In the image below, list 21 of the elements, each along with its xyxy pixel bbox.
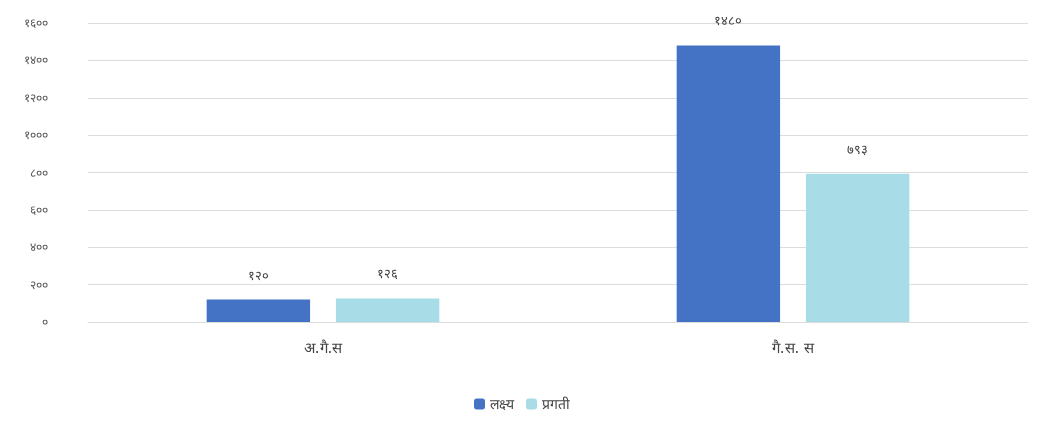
y-tick-label: ४०० [30,240,48,255]
legend-label: प्रगती [542,396,570,412]
y-tick-label: २०० [30,277,48,292]
x-tick-label: गै.स. स [771,338,816,357]
bar [335,298,440,322]
y-tick-label: ६०० [30,202,48,217]
data-label: १४८० [714,13,743,29]
y-tick-label: ० [42,315,48,329]
y-tick-label: १००० [24,128,48,143]
y-tick-label: १२०० [24,90,48,105]
data-label: ७९३ [847,141,869,157]
bar [676,45,781,322]
y-tick-label: १६०० [24,16,48,30]
x-tick-label: अ.गै.स [303,338,344,357]
bar [805,173,910,322]
legend-label: लक्ष्य [490,396,515,412]
data-label: १२० [247,267,269,283]
bar [206,299,311,322]
y-tick-label: १४०० [24,53,48,68]
data-label: १२६ [377,266,399,282]
y-tick-label: ८०० [30,165,48,180]
